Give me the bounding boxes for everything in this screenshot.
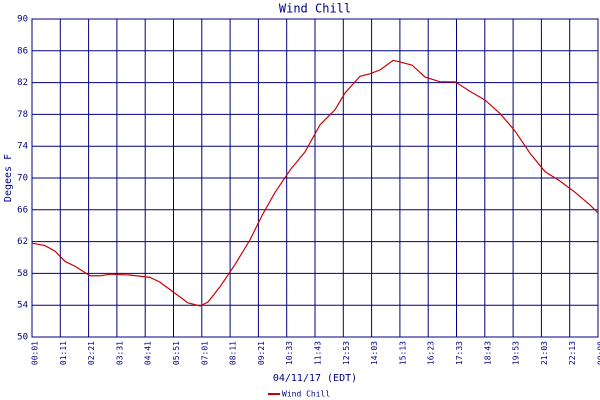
x-tick-label: 03:31 [115,341,124,365]
x-tick-label: 14:03 [370,341,379,365]
x-tick-label: 17:33 [455,341,464,365]
x-tick-label: 02:21 [87,341,96,365]
y-tick-label: 70 [17,174,28,184]
chart-title: Wind Chill [279,2,351,16]
x-tick-label: 05:51 [172,341,181,365]
y-tick-label: 82 [17,78,28,88]
y-tick-label: 62 [17,237,28,247]
x-tick-label: 12:53 [342,341,351,365]
x-tick-label: 21:03 [540,341,549,365]
legend-label: Wind Chill [282,390,330,399]
x-tick-label: 09:21 [257,341,266,365]
y-tick-label: 66 [17,205,28,215]
x-tick-label: 04:41 [144,341,153,365]
y-tick-label: 50 [17,333,28,343]
y-tick-label: 86 [17,46,28,56]
y-tick-label: 90 [17,15,28,25]
y-tick-label: 58 [17,269,28,279]
y-tick-label: 78 [17,110,28,120]
x-axis-label: 04/11/17 (EDT) [273,373,357,384]
y-tick-label: 74 [17,142,28,152]
data-line [31,59,599,307]
x-tick-label: 01:11 [59,341,68,365]
x-tick-label: 08:11 [229,341,238,365]
x-tick-label: 18:43 [483,341,492,365]
x-tick-label: 00:08 [597,341,600,365]
y-axis-label: Degees F [3,154,14,202]
x-tick-label: 00:01 [31,341,40,365]
x-tick-label: 11:43 [314,341,323,365]
x-tick-label: 22:13 [568,341,577,365]
x-tick-label: 07:01 [200,341,209,365]
x-tick-label: 10:33 [285,341,294,365]
x-tick-label: 15:13 [398,341,407,365]
x-tick-label: 16:23 [427,341,436,365]
x-tick-label: 19:53 [512,341,521,365]
y-tick-label: 54 [17,301,28,311]
